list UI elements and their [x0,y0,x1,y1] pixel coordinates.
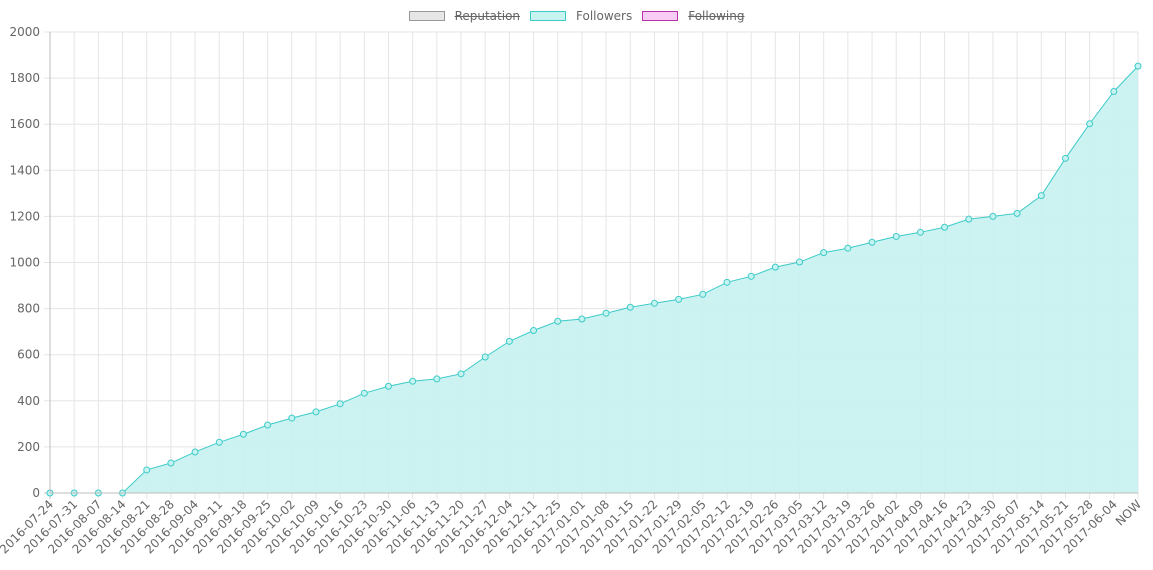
data-point [288,414,296,422]
data-point [844,244,852,252]
y-tick-label: 2000 [9,25,40,39]
data-point [384,382,392,390]
data-point [771,263,779,271]
series-line-followers [50,65,1139,494]
y-tick-label: 0 [32,486,40,500]
y-tick-label: 400 [17,394,40,408]
data-point [892,232,900,240]
data-point [191,448,199,456]
data-point [650,299,658,307]
data-point [820,249,828,257]
data-point [481,353,489,361]
data-point [723,278,731,286]
data-point [916,228,924,236]
data-point [530,326,538,334]
y-tick-label: 200 [17,440,40,454]
y-tick-label: 1400 [9,163,40,177]
data-point [1013,209,1021,217]
data-point [215,438,223,446]
legend-swatch [530,11,567,21]
y-tick-label: 1000 [9,256,40,270]
data-point [1086,120,1094,128]
data-point [360,389,368,397]
data-point [336,400,344,408]
y-tick-label: 1200 [9,209,40,223]
data-point [626,303,634,311]
data-point [554,317,562,325]
data-point [699,290,707,298]
data-point [989,212,997,220]
data-point [602,309,610,317]
data-point [264,421,272,429]
data-point [1061,154,1069,162]
legend-label: Reputation [454,9,521,23]
legend-swatch [408,11,445,21]
data-point [747,272,755,280]
data-point [457,370,465,378]
data-point [505,337,513,345]
y-tick-label: 1800 [9,71,40,85]
data-point [578,315,586,323]
x-tick-label: NOW [1113,497,1144,528]
data-point [409,377,417,385]
data-point [1134,62,1142,70]
data-point [1037,192,1045,200]
data-point [965,215,973,223]
data-point [796,258,804,266]
y-tick-label: 800 [17,302,40,316]
legend-label: Following [688,9,745,23]
data-point [143,466,151,474]
data-point [941,223,949,231]
data-point [167,459,175,467]
legend-item-followers[interactable]: Followers [530,9,632,23]
data-point [868,238,876,246]
y-tick-label: 600 [17,348,40,362]
legend-label: Followers [576,9,633,23]
data-point [312,408,320,416]
data-point [675,295,683,303]
data-point [1110,87,1118,95]
data-point [239,430,247,438]
series-area-followers [50,66,1138,493]
legend-item-following[interactable]: Following [642,9,744,23]
data-point [433,375,441,383]
legend-swatch [642,11,679,21]
y-tick-label: 1600 [9,117,40,131]
chart-legend: Reputation Followers Following [0,7,1153,25]
legend-item-reputation[interactable]: Reputation [408,9,521,23]
